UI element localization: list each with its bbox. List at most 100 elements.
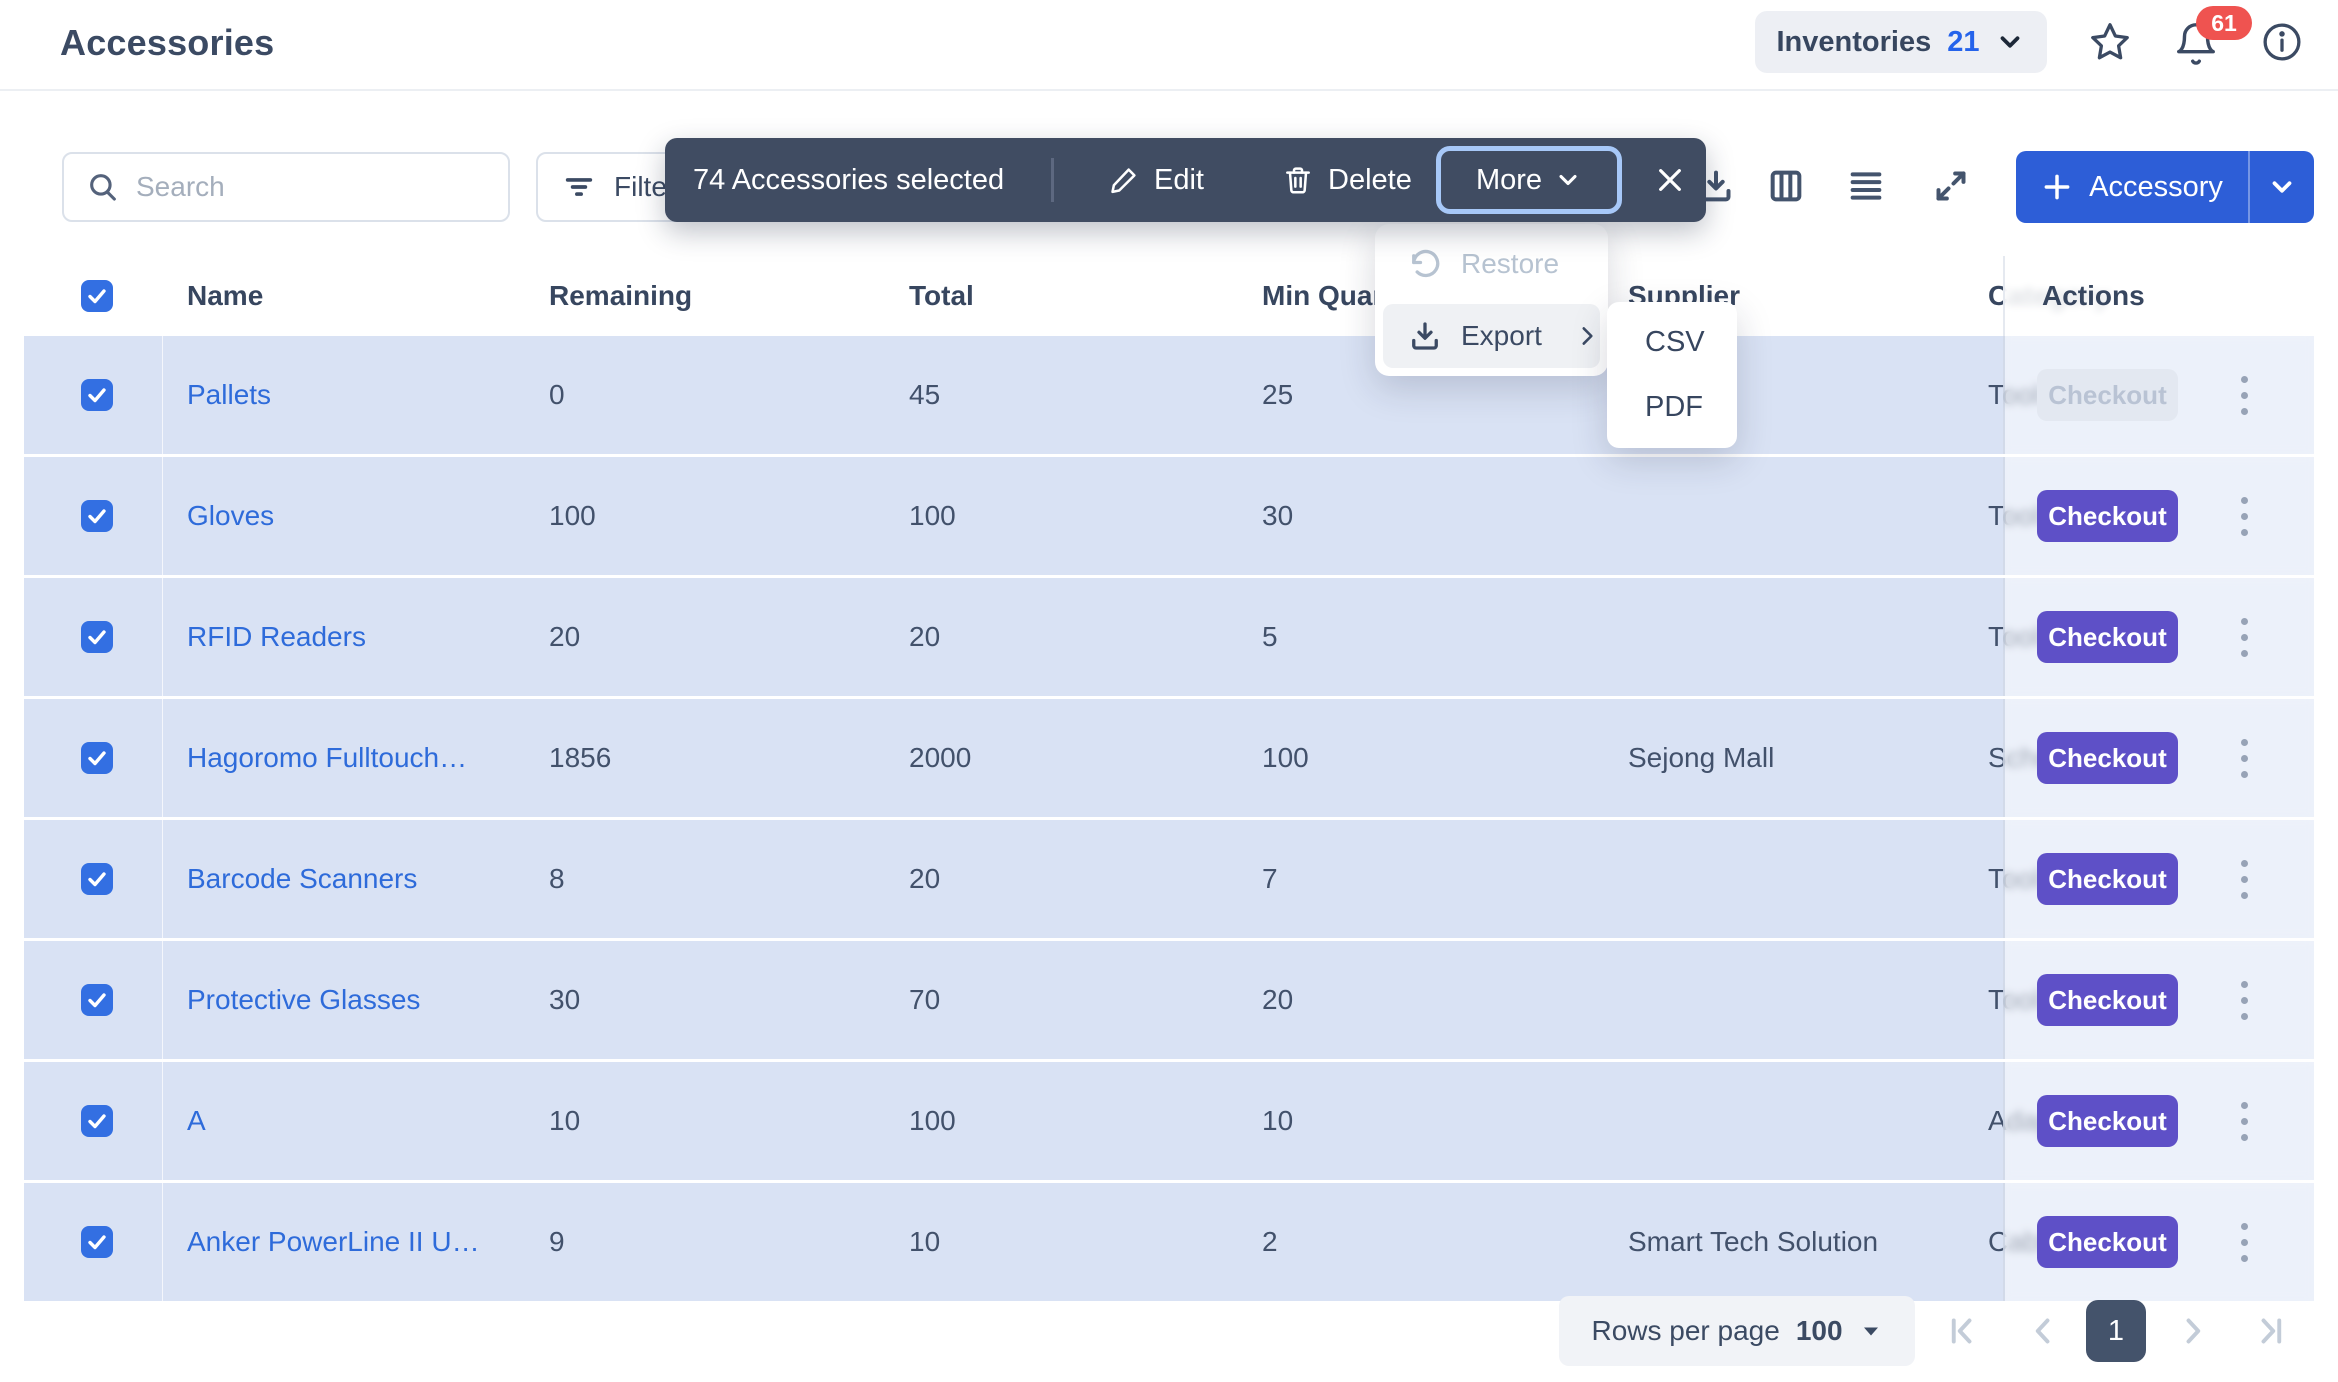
total-value: 100 <box>909 500 956 531</box>
row-actions: Checkout <box>2003 578 2314 696</box>
min-qty-value: 7 <box>1262 863 1278 894</box>
chevron-down-icon <box>1995 27 2025 57</box>
add-accessory-caret-button[interactable] <box>2248 151 2314 223</box>
delete-button[interactable]: Delete <box>1282 138 1412 222</box>
inventories-dropdown[interactable]: Inventories 21 <box>1755 11 2047 73</box>
accessory-name-link[interactable]: Pallets <box>187 379 272 410</box>
star-icon <box>2088 20 2132 64</box>
restore-label: Restore <box>1461 248 1560 279</box>
accessory-name-link[interactable]: Anker PowerLine II U… <box>187 1226 480 1257</box>
accessory-name-link[interactable]: Barcode Scanners <box>187 863 418 894</box>
checkout-button[interactable]: Checkout <box>2037 732 2178 784</box>
table-row: Protective Glasses 30 70 20 Tools Checko… <box>24 941 2314 1059</box>
next-page-button[interactable] <box>2165 1300 2221 1362</box>
edit-label: Edit <box>1154 163 1204 196</box>
search-input[interactable] <box>136 171 456 203</box>
accessory-name-link[interactable]: Hagoromo Fulltouch… <box>187 742 468 773</box>
kebab-menu-button[interactable] <box>2224 1212 2264 1272</box>
kebab-menu-button[interactable] <box>2224 970 2264 1030</box>
chevron-down-icon <box>1554 166 1582 194</box>
toolbar-divider <box>1051 158 1054 202</box>
checkout-button[interactable]: Checkout <box>2037 1216 2178 1268</box>
accessory-name-link[interactable]: Protective Glasses <box>187 984 421 1015</box>
selection-count-text: 74 Accessories selected <box>693 163 1005 196</box>
row-checkbox[interactable] <box>81 500 113 532</box>
edit-button[interactable]: Edit <box>1108 138 1204 222</box>
row-actions: Checkout <box>2003 336 2314 454</box>
table-row: A 10 100 10 Adap Checkout <box>24 1062 2314 1180</box>
more-label: More <box>1475 163 1543 196</box>
add-accessory-button[interactable]: Accessory <box>2016 151 2248 223</box>
delete-label: Delete <box>1328 163 1412 196</box>
check-icon <box>85 1109 109 1133</box>
more-button[interactable]: More <box>1436 146 1622 214</box>
total-value: 20 <box>909 863 941 894</box>
remaining-value: 10 <box>549 1105 581 1136</box>
kebab-menu-button[interactable] <box>2224 1091 2264 1151</box>
fullscreen-button[interactable] <box>1925 160 1977 212</box>
accessory-name-link[interactable]: RFID Readers <box>187 621 366 652</box>
min-qty-value: 2 <box>1262 1226 1278 1257</box>
supplier-value: Sejong Mall <box>1628 742 1775 773</box>
row-density-button[interactable] <box>1840 160 1892 212</box>
row-checkbox[interactable] <box>81 379 113 411</box>
column-header-total[interactable]: Total <box>909 280 974 311</box>
chevron-down-icon <box>2267 172 2297 202</box>
total-value: 70 <box>909 984 941 1015</box>
check-icon <box>85 504 109 528</box>
last-page-button[interactable] <box>2243 1300 2299 1362</box>
total-value: 20 <box>909 621 941 652</box>
row-checkbox[interactable] <box>81 863 113 895</box>
total-value: 10 <box>909 1226 941 1257</box>
column-header-remaining[interactable]: Remaining <box>549 280 693 311</box>
download-icon <box>1407 318 1443 354</box>
info-button[interactable] <box>2258 18 2306 66</box>
min-qty-value: 5 <box>1262 621 1278 652</box>
remaining-value: 1856 <box>549 742 612 773</box>
add-accessory-label: Accessory <box>2089 170 2223 203</box>
row-checkbox[interactable] <box>81 1105 113 1137</box>
kebab-menu-button[interactable] <box>2224 365 2264 425</box>
export-submenu: CSV PDF <box>1607 302 1737 448</box>
page-title: Accessories <box>60 22 275 63</box>
checkout-button[interactable]: Checkout <box>2037 611 2178 663</box>
table-header-row: Name Remaining Total Min Quantity Suppli… <box>24 256 2314 336</box>
select-all-checkbox[interactable] <box>81 280 113 312</box>
column-header-name[interactable]: Name <box>187 280 264 311</box>
density-icon <box>1846 166 1886 206</box>
chevron-right-icon <box>2175 1313 2211 1349</box>
row-checkbox[interactable] <box>81 984 113 1016</box>
row-checkbox[interactable] <box>81 621 113 653</box>
kebab-menu-button[interactable] <box>2224 849 2264 909</box>
accessory-name-link[interactable]: Gloves <box>187 500 275 531</box>
remaining-value: 9 <box>549 1226 565 1257</box>
previous-page-button[interactable] <box>2015 1300 2071 1362</box>
accessory-name-link[interactable]: A <box>187 1105 206 1136</box>
row-checkbox[interactable] <box>81 742 113 774</box>
close-selection-button[interactable] <box>1640 138 1700 222</box>
kebab-menu-button[interactable] <box>2224 607 2264 667</box>
submenu-item-csv[interactable]: CSV <box>1645 326 1705 358</box>
checkout-button[interactable]: Checkout <box>2037 490 2178 542</box>
checkout-button[interactable]: Checkout <box>2037 1095 2178 1147</box>
kebab-menu-button[interactable] <box>2224 728 2264 788</box>
columns-button[interactable] <box>1760 160 1812 212</box>
check-icon <box>85 1230 109 1254</box>
table-row: RFID Readers 20 20 5 Tools Checkout <box>24 578 2314 696</box>
menu-item-export[interactable]: Export <box>1383 304 1600 368</box>
kebab-menu-button[interactable] <box>2224 486 2264 546</box>
submenu-item-pdf[interactable]: PDF <box>1645 391 1703 423</box>
columns-icon <box>1766 166 1806 206</box>
column-header-actions: Actions <box>2003 256 2314 336</box>
row-checkbox[interactable] <box>81 1226 113 1258</box>
checkout-button[interactable]: Checkout <box>2037 853 2178 905</box>
row-actions: Checkout <box>2003 457 2314 575</box>
chevron-right-icon <box>1574 323 1600 349</box>
current-page-button[interactable]: 1 <box>2086 1300 2146 1362</box>
rows-per-page-dropdown[interactable]: Rows per page 100 <box>1559 1296 1915 1366</box>
remaining-value: 8 <box>549 863 565 894</box>
rows-per-page-value: 100 <box>1795 1315 1843 1346</box>
first-page-button[interactable] <box>1934 1300 1990 1362</box>
favorite-star-button[interactable] <box>2086 18 2134 66</box>
checkout-button[interactable]: Checkout <box>2037 974 2178 1026</box>
